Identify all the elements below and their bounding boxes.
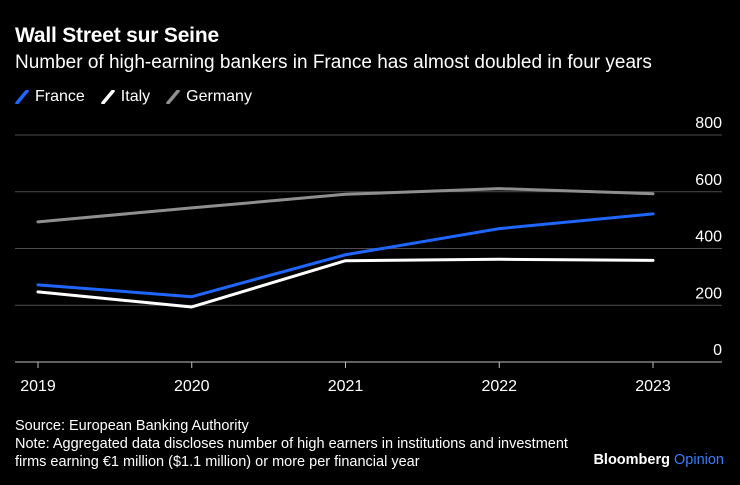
- legend-label-germany: Germany: [186, 88, 252, 105]
- legend-swatch-italy: [101, 90, 115, 104]
- x-tick-label-2019: 2019: [20, 378, 56, 395]
- series-line-germany: [36, 187, 655, 224]
- legend: France Italy Germany: [15, 88, 252, 106]
- legend-item-italy: Italy: [101, 88, 150, 106]
- legend-item-france: France: [15, 88, 85, 106]
- x-tick-label-2020: 2020: [174, 378, 210, 395]
- legend-label-france: France: [35, 88, 85, 105]
- y-tick-label-600: 600: [695, 172, 722, 189]
- note-text: Note: Aggregated data discloses number o…: [15, 436, 568, 470]
- y-tick-label-800: 800: [695, 115, 722, 132]
- series-line-italy: [36, 257, 655, 309]
- brand-suffix: Opinion: [674, 452, 724, 468]
- chart-subtitle: Number of high-earning bankers in France…: [15, 52, 652, 73]
- x-tick-label-2021: 2021: [328, 378, 364, 395]
- series-line-france: [36, 212, 655, 299]
- x-tick-label-2022: 2022: [481, 378, 517, 395]
- y-tick-label-200: 200: [695, 285, 722, 302]
- legend-swatch-germany: [166, 90, 180, 104]
- source-text: Source: European Banking Authority: [15, 418, 249, 434]
- chart-title: Wall Street sur Seine: [15, 24, 219, 47]
- legend-item-germany: Germany: [166, 88, 252, 106]
- legend-swatch-france: [15, 90, 29, 104]
- brand-logo: Bloomberg Opinion: [593, 452, 724, 468]
- y-tick-label-400: 400: [695, 229, 722, 246]
- brand-name: Bloomberg: [593, 452, 670, 468]
- x-tick-label-2023: 2023: [635, 378, 671, 395]
- legend-label-italy: Italy: [120, 88, 151, 105]
- y-tick-label-0: 0: [713, 342, 722, 359]
